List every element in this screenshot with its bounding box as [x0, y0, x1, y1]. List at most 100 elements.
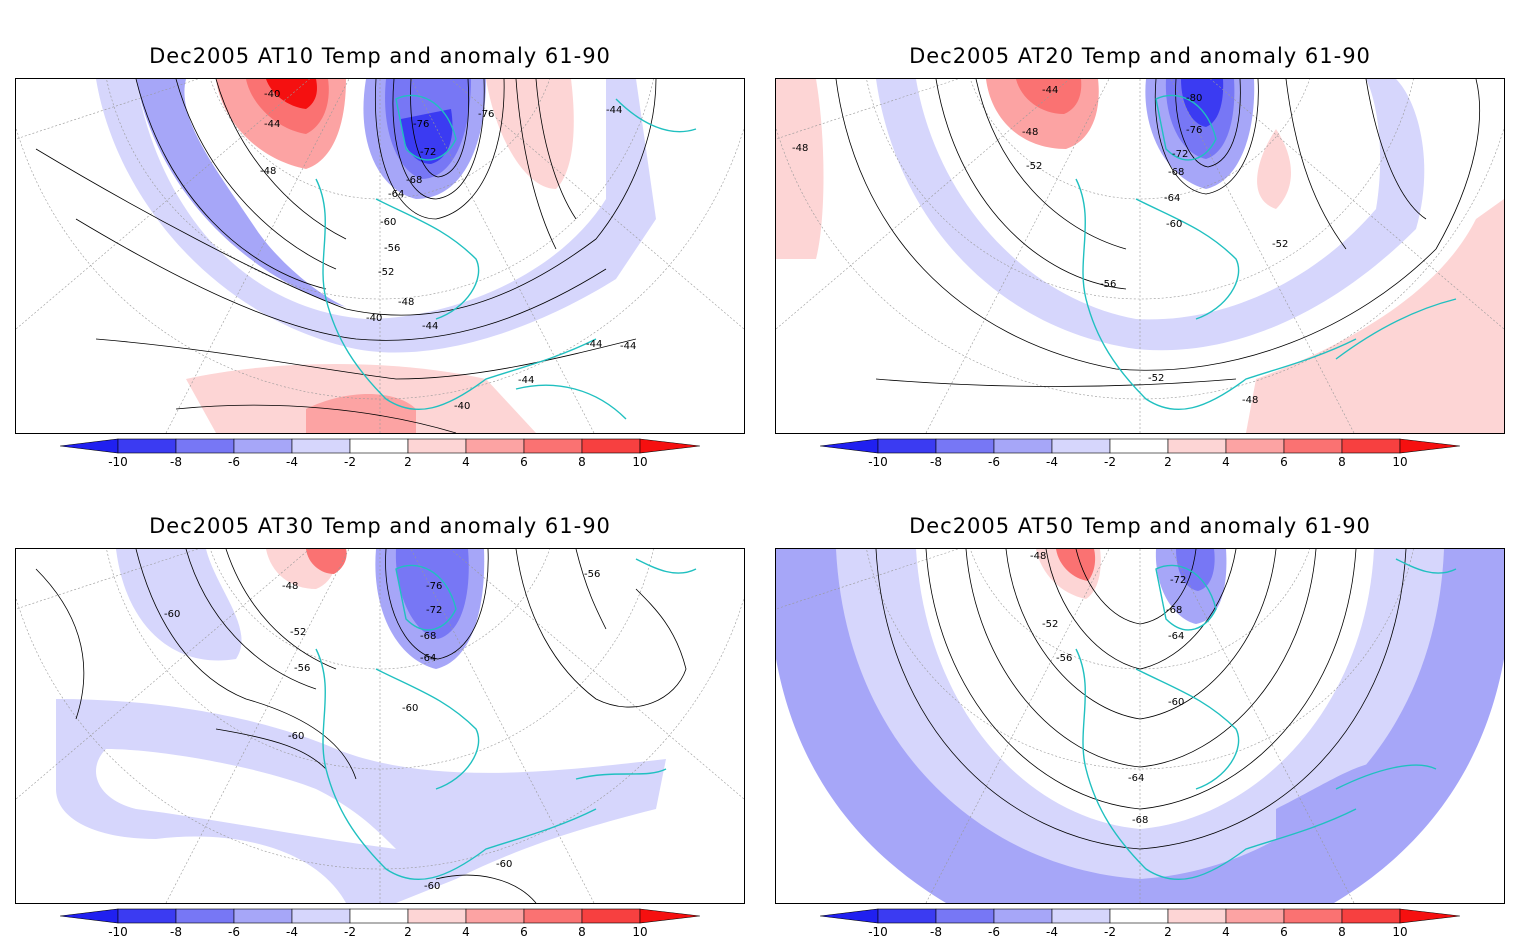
colorbar-tick: -6 — [988, 925, 1000, 939]
colorbar-segment — [1109, 438, 1169, 454]
panel-title: Dec2005 AT50 Temp and anomaly 61-90 — [909, 514, 1371, 538]
contour-label: -64 — [1164, 193, 1180, 204]
colorbar-tick: 4 — [1222, 925, 1230, 939]
contour-label: -48 — [1022, 127, 1038, 138]
contour-label: -44 — [586, 339, 602, 350]
contour-label: -76 — [426, 581, 442, 592]
contour-label: -44 — [518, 375, 534, 386]
panel-at30: Dec2005 AT30 Temp and anomaly 61-90 — [15, 470, 745, 939]
colorbar-tick: 10 — [632, 925, 648, 939]
contour-label: -60 — [1166, 219, 1182, 230]
colorbar-tick: -10 — [108, 925, 128, 939]
colorbar-tick: -2 — [344, 455, 356, 469]
colorbar-segment — [1051, 438, 1111, 454]
panel-at20: Dec2005 AT20 Temp and anomaly 61-90 — [775, 0, 1505, 469]
contour-label: -76 — [478, 109, 494, 120]
colorbar-segment — [877, 438, 937, 454]
colorbar-tick: 4 — [1222, 455, 1230, 469]
contour-label: -72 — [1170, 575, 1186, 586]
contour-label: -68 — [420, 631, 436, 642]
colorbar-segment — [117, 438, 177, 454]
colorbar-segment — [233, 908, 293, 924]
colorbar-segment — [935, 438, 995, 454]
contour-label: -68 — [1168, 167, 1184, 178]
contour-label: -56 — [584, 569, 600, 580]
contour-label: -56 — [384, 243, 400, 254]
colorbar-tick: -6 — [228, 455, 240, 469]
colorbar-tick: 8 — [578, 925, 586, 939]
colorbar-tick: 10 — [1392, 925, 1408, 939]
colorbar: -10 -8 -6 -4 -2 2 4 6 8 10 — [60, 438, 700, 472]
colorbar-segment — [993, 438, 1053, 454]
contour-label: -72 — [426, 605, 442, 616]
contour-label: -52 — [1148, 373, 1164, 384]
contour-label: -52 — [290, 627, 306, 638]
colorbar-tick: -10 — [868, 455, 888, 469]
contour-label: -64 — [1168, 631, 1184, 642]
colorbar-arrow-high — [1399, 908, 1460, 924]
colorbar-tick: -2 — [1104, 925, 1116, 939]
map-at50: -48 -52 -56 -72 -68 -64 -60 -64 -68 — [775, 548, 1505, 904]
contour-label: -52 — [1272, 239, 1288, 250]
contour-label: -56 — [1100, 279, 1116, 290]
colorbar-tick: 6 — [1280, 455, 1288, 469]
contour-label: -76 — [413, 119, 429, 130]
colorbar-tick: -8 — [170, 455, 182, 469]
colorbar-segment — [465, 438, 525, 454]
colorbar-segment — [877, 908, 937, 924]
contour-label: -48 — [282, 581, 298, 592]
colorbar-tick: -4 — [1046, 925, 1058, 939]
colorbar-arrow-high — [639, 908, 700, 924]
colorbar: -10 -8 -6 -4 -2 2 4 6 8 10 — [60, 908, 700, 942]
panel-title: Dec2005 AT30 Temp and anomaly 61-90 — [149, 514, 611, 538]
colorbar-tick: -2 — [344, 925, 356, 939]
colorbar-tick: 4 — [462, 455, 470, 469]
colorbar-arrow-low — [820, 438, 879, 454]
contour-label: -48 — [260, 166, 276, 177]
contour-label: -60 — [164, 609, 180, 620]
colorbar-tick: 4 — [462, 925, 470, 939]
contour-label: -44 — [422, 321, 438, 332]
colorbar-arrow-low — [820, 908, 879, 924]
colorbar-segment — [175, 908, 235, 924]
contour-label: -48 — [1030, 551, 1046, 562]
colorbar-tick: 10 — [632, 455, 648, 469]
contour-label: -68 — [1166, 605, 1182, 616]
map-at30: -48 -52 -56 -76 -72 -68 -64 -60 -60 -60 … — [15, 548, 745, 904]
contour-label: -72 — [420, 147, 436, 158]
panel-at50: Dec2005 AT50 Temp and anomaly 61-90 — [775, 470, 1505, 939]
colorbar-segment — [465, 908, 525, 924]
contour-label: -52 — [378, 267, 394, 278]
colorbar-arrow-low — [60, 908, 119, 924]
contour-label: -44 — [1042, 85, 1058, 96]
colorbar-segment — [1109, 908, 1169, 924]
colorbar-tick: -10 — [868, 925, 888, 939]
colorbar: -10 -8 -6 -4 -2 2 4 6 8 10 — [820, 908, 1460, 942]
colorbar-tick: 8 — [578, 455, 586, 469]
colorbar-segment — [1283, 438, 1343, 454]
colorbar-tick: -8 — [930, 925, 942, 939]
contour-label: -44 — [264, 119, 280, 130]
colorbar-segment — [1341, 438, 1401, 454]
contour-label: -52 — [1042, 619, 1058, 630]
colorbar-segment — [1051, 908, 1111, 924]
contour-label: -68 — [1132, 815, 1148, 826]
contour-label: -40 — [366, 313, 382, 324]
map-at10: -40 -44 -48 -76 -76 -72 -68 -64 -60 -56 … — [15, 78, 745, 434]
colorbar-tick: 8 — [1338, 455, 1346, 469]
colorbar-tick: 2 — [1164, 455, 1172, 469]
contour-label: -60 — [496, 859, 512, 870]
colorbar-segment — [935, 908, 995, 924]
colorbar-tick: 6 — [520, 925, 528, 939]
colorbar-tick: -4 — [286, 455, 298, 469]
contour-label: -64 — [388, 189, 404, 200]
panel-title: Dec2005 AT10 Temp and anomaly 61-90 — [149, 44, 611, 68]
colorbar-segment — [1225, 438, 1285, 454]
colorbar-tick: 2 — [404, 455, 412, 469]
contour-label: -64 — [420, 653, 436, 664]
colorbar-tick: -6 — [228, 925, 240, 939]
colorbar-tick: 6 — [1280, 925, 1288, 939]
contour-label: -56 — [1056, 653, 1072, 664]
colorbar-segment — [523, 908, 583, 924]
colorbar-segment — [291, 908, 351, 924]
